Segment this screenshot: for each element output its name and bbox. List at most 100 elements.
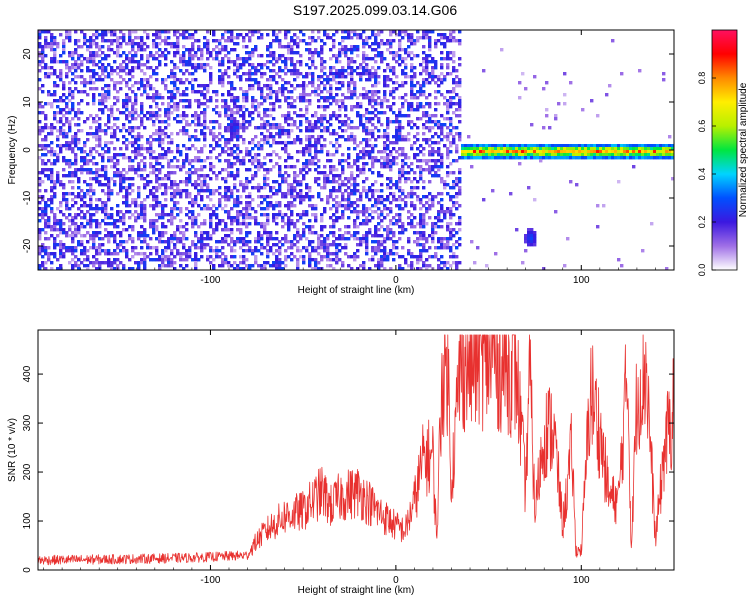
spectrogram-cell [398, 63, 402, 67]
spectrogram-cell [164, 87, 168, 91]
spectrogram-cell [338, 99, 342, 103]
spectrogram-cell [164, 135, 168, 139]
spectrogram-cell [203, 138, 207, 142]
spectrogram-cell [137, 63, 141, 67]
spectrogram-cell [230, 153, 234, 157]
spectrogram-cell [353, 255, 357, 259]
spectrogram-cell [200, 90, 204, 94]
spectrogram-cell [407, 36, 411, 40]
spectrogram-cell [83, 180, 87, 184]
spectrogram-cell [260, 123, 264, 127]
spectrogram-cell [107, 54, 111, 58]
spectrogram-cell [320, 123, 324, 127]
spectrogram-cell [389, 249, 393, 253]
spectrogram-cell [275, 243, 279, 247]
spectrogram-cell [338, 51, 342, 55]
spectrogram-cell [98, 183, 102, 187]
spectrogram-cell [218, 69, 222, 73]
spectrogram-cell [284, 234, 288, 238]
spectrogram-cell [128, 129, 132, 133]
spectrogram-cell [149, 66, 153, 70]
spectrogram-cell [368, 45, 372, 49]
spectrogram-cell [374, 69, 378, 73]
spectrogram-cell [128, 165, 132, 169]
spectrogram-cell [71, 54, 75, 58]
spectrogram-cell [137, 174, 141, 178]
spectrogram-cell [134, 219, 138, 223]
spectrogram-cell [392, 192, 396, 196]
spectrogram-cell [371, 42, 375, 46]
spectrogram-cell [98, 123, 102, 127]
spectrogram-cell [143, 177, 147, 181]
spectrogram-cell [305, 195, 309, 199]
spectrogram-cell [401, 30, 405, 34]
spectrogram-cell [359, 156, 363, 160]
spectrogram-cell [185, 123, 189, 127]
spectrogram-cell [41, 246, 45, 250]
spectrogram-cell [335, 87, 339, 91]
spectrogram-cell [281, 216, 285, 220]
spectrogram-cell [248, 36, 252, 40]
spectrogram-cell [161, 204, 165, 208]
spectrogram-cell [308, 195, 312, 199]
spectrogram-cell [458, 96, 462, 100]
spectrogram-cell [185, 48, 189, 52]
spectrogram-cell [356, 72, 360, 76]
spectrogram-cell [68, 228, 72, 232]
spectrogram-cell [368, 69, 372, 73]
spectrogram-cell [449, 216, 453, 220]
spectrogram-cell [170, 222, 174, 226]
spectrogram-cell [335, 180, 339, 184]
spectrogram-cell [143, 267, 147, 270]
spectrogram-cell [266, 78, 270, 82]
spectrogram-cell [425, 264, 429, 268]
spectrogram-cell [368, 153, 372, 157]
spectrogram-cell [371, 111, 375, 115]
spectrogram-cell [41, 111, 45, 115]
spectrogram-cell [143, 216, 147, 220]
spectrogram-cell [230, 126, 234, 130]
spectrogram-cell [59, 222, 63, 226]
spectrogram-cell [257, 162, 261, 166]
spectrogram-cell [410, 189, 414, 193]
spectrogram-cell [38, 231, 42, 235]
spectrogram-cell [113, 84, 117, 88]
spectrogram-cell [317, 150, 321, 154]
spectrogram-cell [299, 60, 303, 64]
spectrogram-cell [356, 105, 360, 109]
spectrogram-cell [113, 33, 117, 37]
spectrogram-cell [374, 252, 378, 256]
spectrogram-cell [452, 252, 456, 256]
spectrogram-cell [320, 48, 324, 52]
spectrogram-cell [446, 267, 450, 270]
spectrogram-cell [227, 264, 231, 268]
spectrogram-cell [230, 231, 234, 235]
spectrogram-cell [158, 120, 162, 124]
spectrogram-cell [173, 33, 177, 37]
spectrogram-cell [137, 42, 141, 46]
spectrogram-cell [155, 168, 159, 172]
spectrogram-cell [143, 72, 147, 76]
spectrogram-cell [353, 192, 357, 196]
spectrogram-cell [317, 105, 321, 109]
spectrogram-cell [377, 264, 381, 268]
spectrogram-cell [224, 255, 228, 259]
spectrogram-cell [413, 84, 417, 88]
spectrogram-cell [452, 141, 456, 145]
spectrogram-cell [191, 66, 195, 70]
spectrogram-cell [353, 210, 357, 214]
spectrogram-cell [131, 39, 135, 43]
spectrogram-cell [38, 213, 42, 217]
spectrogram-cell [401, 207, 405, 211]
spectrogram-cell [203, 231, 207, 235]
spectrogram-cell [143, 264, 147, 268]
spectrogram-cell [119, 45, 123, 49]
spectrogram-cell [428, 102, 432, 106]
spectrogram-cell [269, 168, 273, 172]
spectrogram-cell [413, 39, 417, 43]
spectrogram-cell [365, 90, 369, 94]
spectrogram-cell [308, 66, 312, 70]
spectrogram-cell [44, 126, 48, 130]
spectrogram-cell [101, 93, 105, 97]
spectrogram-cell [227, 174, 231, 178]
